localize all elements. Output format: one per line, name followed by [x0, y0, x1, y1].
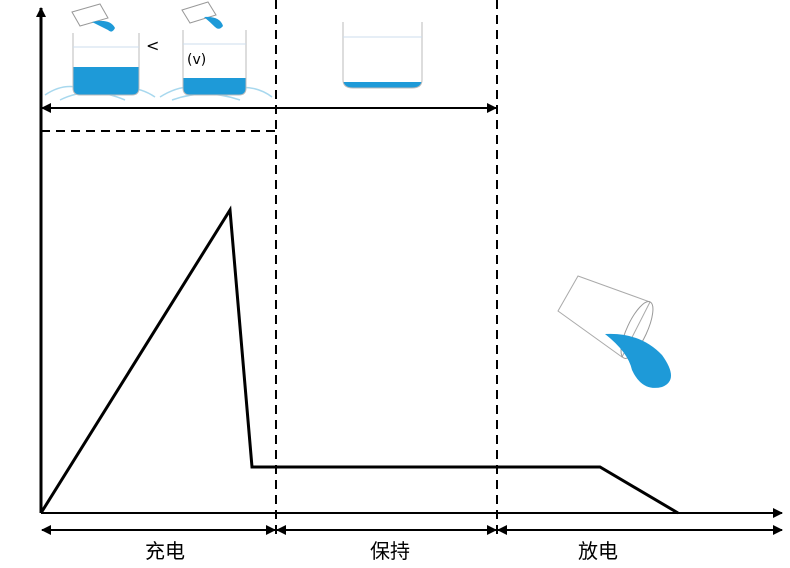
level-arrow-annotation: < — [146, 36, 159, 55]
voltage-annotation: (v) — [187, 52, 206, 68]
beaker-half-icon — [159, 1, 273, 101]
voltage-curve — [39, 205, 679, 515]
beaker-low-icon — [342, 22, 423, 89]
beaker-full-icon — [44, 3, 156, 101]
phase-label-discharge: 放电 — [578, 539, 618, 563]
pouring-cup-icon — [557, 275, 671, 388]
phase-label-hold: 保持 — [370, 539, 410, 563]
phase-label-charge: 充电 — [145, 539, 185, 563]
